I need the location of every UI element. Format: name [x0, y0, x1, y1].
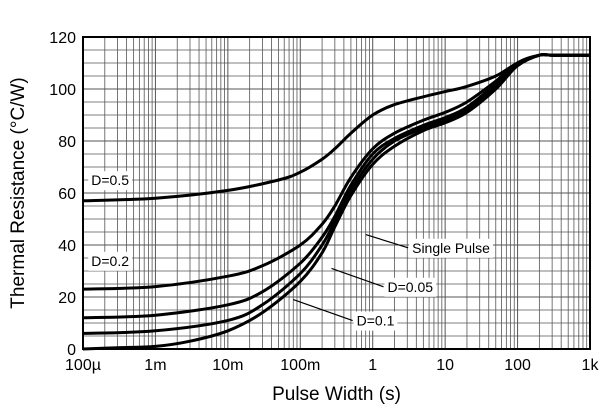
y-axis-title: Thermal Resistance (°C/W)	[8, 77, 29, 308]
series-lines	[82, 52, 590, 351]
y-tick-label: 0	[67, 342, 76, 359]
y-tick-label: 20	[58, 290, 76, 307]
y-tick-label: 40	[58, 238, 76, 255]
annotation-label: Single Pulse	[412, 240, 490, 256]
tick-labels: 100µ 1m 10m 100m 1 10 100 1k 0 20 40 60 80 100 120	[49, 30, 599, 374]
series-line-single-pulse	[82, 52, 590, 351]
y-tick-label: 100	[49, 82, 76, 99]
x-tick-label: 100µ	[65, 357, 101, 374]
annotation-label: D=0.1	[357, 313, 395, 329]
x-tick-label: 1k	[582, 357, 600, 374]
x-tick-label: 100	[504, 357, 531, 374]
x-tick-label: 100m	[280, 357, 320, 374]
annotation-label: D=0.05	[387, 279, 433, 295]
y-tick-label: 120	[49, 30, 76, 47]
y-tick-label: 60	[58, 186, 76, 203]
annotation-label: D=0.5	[91, 172, 129, 188]
x-tick-label: 10	[436, 357, 454, 374]
x-tick-label: 1	[368, 357, 377, 374]
y-tick-label: 80	[58, 134, 76, 151]
x-tick-label: 1m	[144, 357, 166, 374]
annotation-label-background	[88, 251, 133, 271]
x-tick-label: 10m	[212, 357, 243, 374]
annotation-label: D=0.2	[91, 253, 129, 269]
annotation-leader	[331, 267, 384, 288]
grid	[82, 36, 590, 350]
annotation-label-background	[409, 238, 493, 258]
annotation-leader	[365, 234, 409, 249]
plot-frame	[82, 36, 591, 350]
annotation-label-background	[88, 171, 133, 191]
annotation-label-background	[384, 277, 437, 297]
annotation-leader	[293, 299, 353, 322]
x-axis-title: Pulse Width (s)	[272, 384, 401, 405]
annotations: D=0.5 D=0.2 Single Pulse D=0.05 D=0.1	[88, 171, 493, 331]
annotation-label-background	[353, 311, 398, 331]
series-line-d-0-1	[82, 53, 590, 320]
